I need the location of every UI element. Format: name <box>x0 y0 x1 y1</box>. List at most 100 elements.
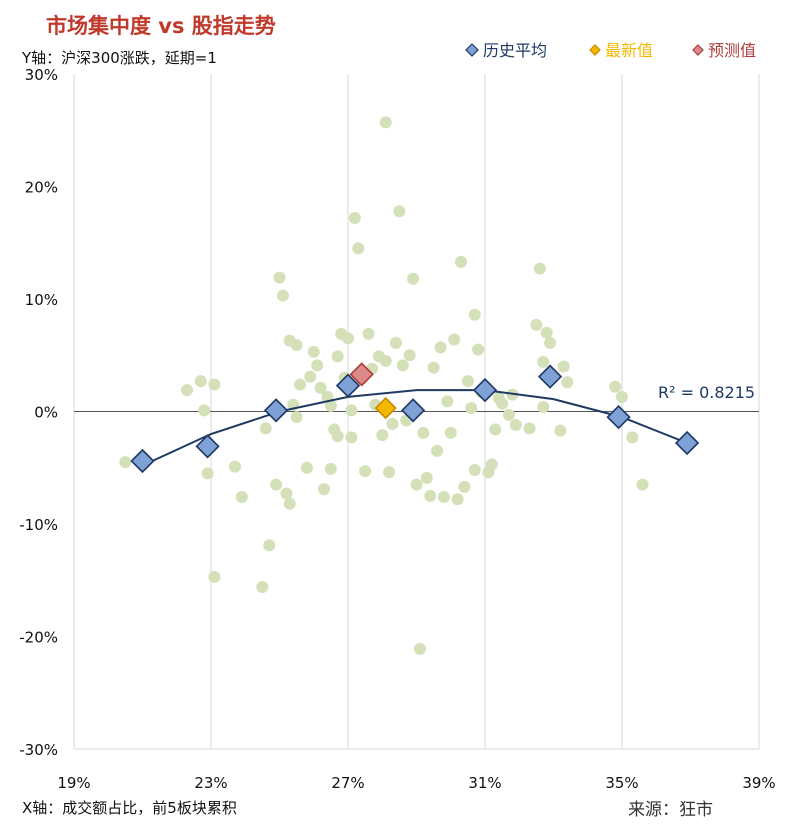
scatter-point-40 <box>352 242 365 255</box>
scatter-point-83 <box>496 397 509 410</box>
scatter-point-89 <box>533 262 546 275</box>
scatter-point-60 <box>417 426 430 439</box>
y-tick-labels: 30% 20% 10% 0% -10% -20% -30% <box>19 66 58 759</box>
scatter-point-23 <box>304 370 317 383</box>
y-tick-label-6: -30% <box>19 741 58 759</box>
legend-marker-history <box>465 43 479 57</box>
history-marker-7 <box>606 404 631 430</box>
scatter-point-38 <box>345 404 358 417</box>
y-tick-label-0: 30% <box>25 66 58 84</box>
scatter-point-25 <box>311 359 324 372</box>
scatter-point-84 <box>502 408 515 421</box>
r-squared-label: R² = 0.8215 <box>658 383 755 402</box>
history-marker-1 <box>195 434 220 459</box>
history-marker-3 <box>335 373 361 398</box>
history-marker-0 <box>130 448 155 474</box>
scatter-point-72 <box>458 480 471 493</box>
scatter-point-9 <box>256 581 269 593</box>
scatter-point-43 <box>362 327 375 340</box>
scatter-point-49 <box>379 354 392 367</box>
y-tick-label-3: 0% <box>34 404 58 422</box>
source-label: 来源：狂市 <box>628 800 713 820</box>
scatter-point-21 <box>294 378 307 391</box>
scatter-point-39 <box>348 212 361 224</box>
scatter-point-24 <box>307 345 320 358</box>
scatter-point-63 <box>427 361 440 374</box>
scatter-point-56 <box>403 349 416 362</box>
scatter-point-15 <box>280 487 293 500</box>
scatter-point-58 <box>410 478 423 491</box>
scatter-point-77 <box>472 343 485 356</box>
scatter-point-8 <box>235 491 248 503</box>
scatter-point-37 <box>345 431 358 444</box>
legend-marker-latest <box>589 44 601 56</box>
forecast-marker-0 <box>349 362 374 387</box>
y-tick-label-2: 10% <box>25 291 58 309</box>
scatter-point-90 <box>537 356 550 368</box>
x-tick-label-0: 19% <box>57 774 90 792</box>
scatter-point-51 <box>386 417 399 430</box>
scatter-point-29 <box>324 399 337 412</box>
scatter-point-16 <box>283 497 296 510</box>
scatter-point-6 <box>208 570 221 583</box>
scatter-point-33 <box>331 430 344 443</box>
y-tick-label-4: -10% <box>19 516 58 534</box>
legend-label-latest: 最新值 <box>605 41 653 60</box>
scatter-point-7 <box>228 460 241 473</box>
x-tick-labels: 19% 23% 27% 31% 35% 39% <box>57 774 775 792</box>
scatter-point-11 <box>263 539 276 552</box>
scatter-point-68 <box>444 426 457 439</box>
scatter-point-62 <box>424 489 437 502</box>
scatter-point-10 <box>259 422 272 435</box>
history-marker-5 <box>472 377 498 403</box>
scatter-point-48 <box>379 116 392 129</box>
scatter-point-80 <box>485 458 498 471</box>
scatter-point-96 <box>561 376 574 389</box>
scatter-point-67 <box>441 395 454 408</box>
scatter-point-52 <box>389 336 402 349</box>
scatter-point-65 <box>434 341 447 354</box>
latest-marker-0 <box>374 396 397 420</box>
scatter-point-42 <box>359 465 372 478</box>
scatter-point-92 <box>540 326 553 339</box>
scatter-point-26 <box>314 381 327 394</box>
scatter-point-64 <box>431 444 444 457</box>
series-markers <box>130 362 700 474</box>
scatter-point-94 <box>554 424 567 437</box>
scatter-point-100 <box>636 478 649 491</box>
scatter-point-50 <box>383 466 396 479</box>
legend: 历史平均 最新值 预测值 <box>465 41 756 60</box>
scatter-point-99 <box>626 431 639 444</box>
scatter-point-97 <box>609 380 622 393</box>
scatter-point-53 <box>393 205 406 218</box>
history-marker-6 <box>537 364 563 389</box>
scatter-point-81 <box>489 423 502 436</box>
legend-label-forecast: 预测值 <box>708 41 756 60</box>
x-tick-label-2: 27% <box>331 774 364 792</box>
scatter-point-0 <box>119 456 132 469</box>
x-axis-note: X轴：成交额占比，前5板块累积 <box>22 799 237 817</box>
scatter-point-4 <box>201 467 214 480</box>
scatter-point-70 <box>451 493 464 506</box>
scatter-point-69 <box>448 333 461 346</box>
scatter-point-14 <box>276 289 289 302</box>
x-tick-label-3: 31% <box>468 774 501 792</box>
history-marker-8 <box>674 430 700 456</box>
scatter-point-1 <box>181 384 194 397</box>
scatter-point-61 <box>420 471 433 484</box>
scatter-point-5 <box>208 378 221 391</box>
scatter-point-30 <box>324 462 337 475</box>
scatter-point-76 <box>468 464 481 476</box>
scatter-point-36 <box>342 332 354 345</box>
scatter-point-93 <box>544 336 557 349</box>
legend-marker-forecast <box>692 44 704 56</box>
scatter-point-47 <box>376 429 389 442</box>
scatter-point-2 <box>194 375 207 388</box>
legend-label-history: 历史平均 <box>483 41 547 60</box>
scatter-point-75 <box>468 308 481 321</box>
scatter-point-27 <box>318 483 331 496</box>
scatter-point-3 <box>198 404 211 417</box>
y-axis-note: Y轴：沪深300涨跌，延期=1 <box>22 49 217 67</box>
scatter-points <box>119 116 649 655</box>
